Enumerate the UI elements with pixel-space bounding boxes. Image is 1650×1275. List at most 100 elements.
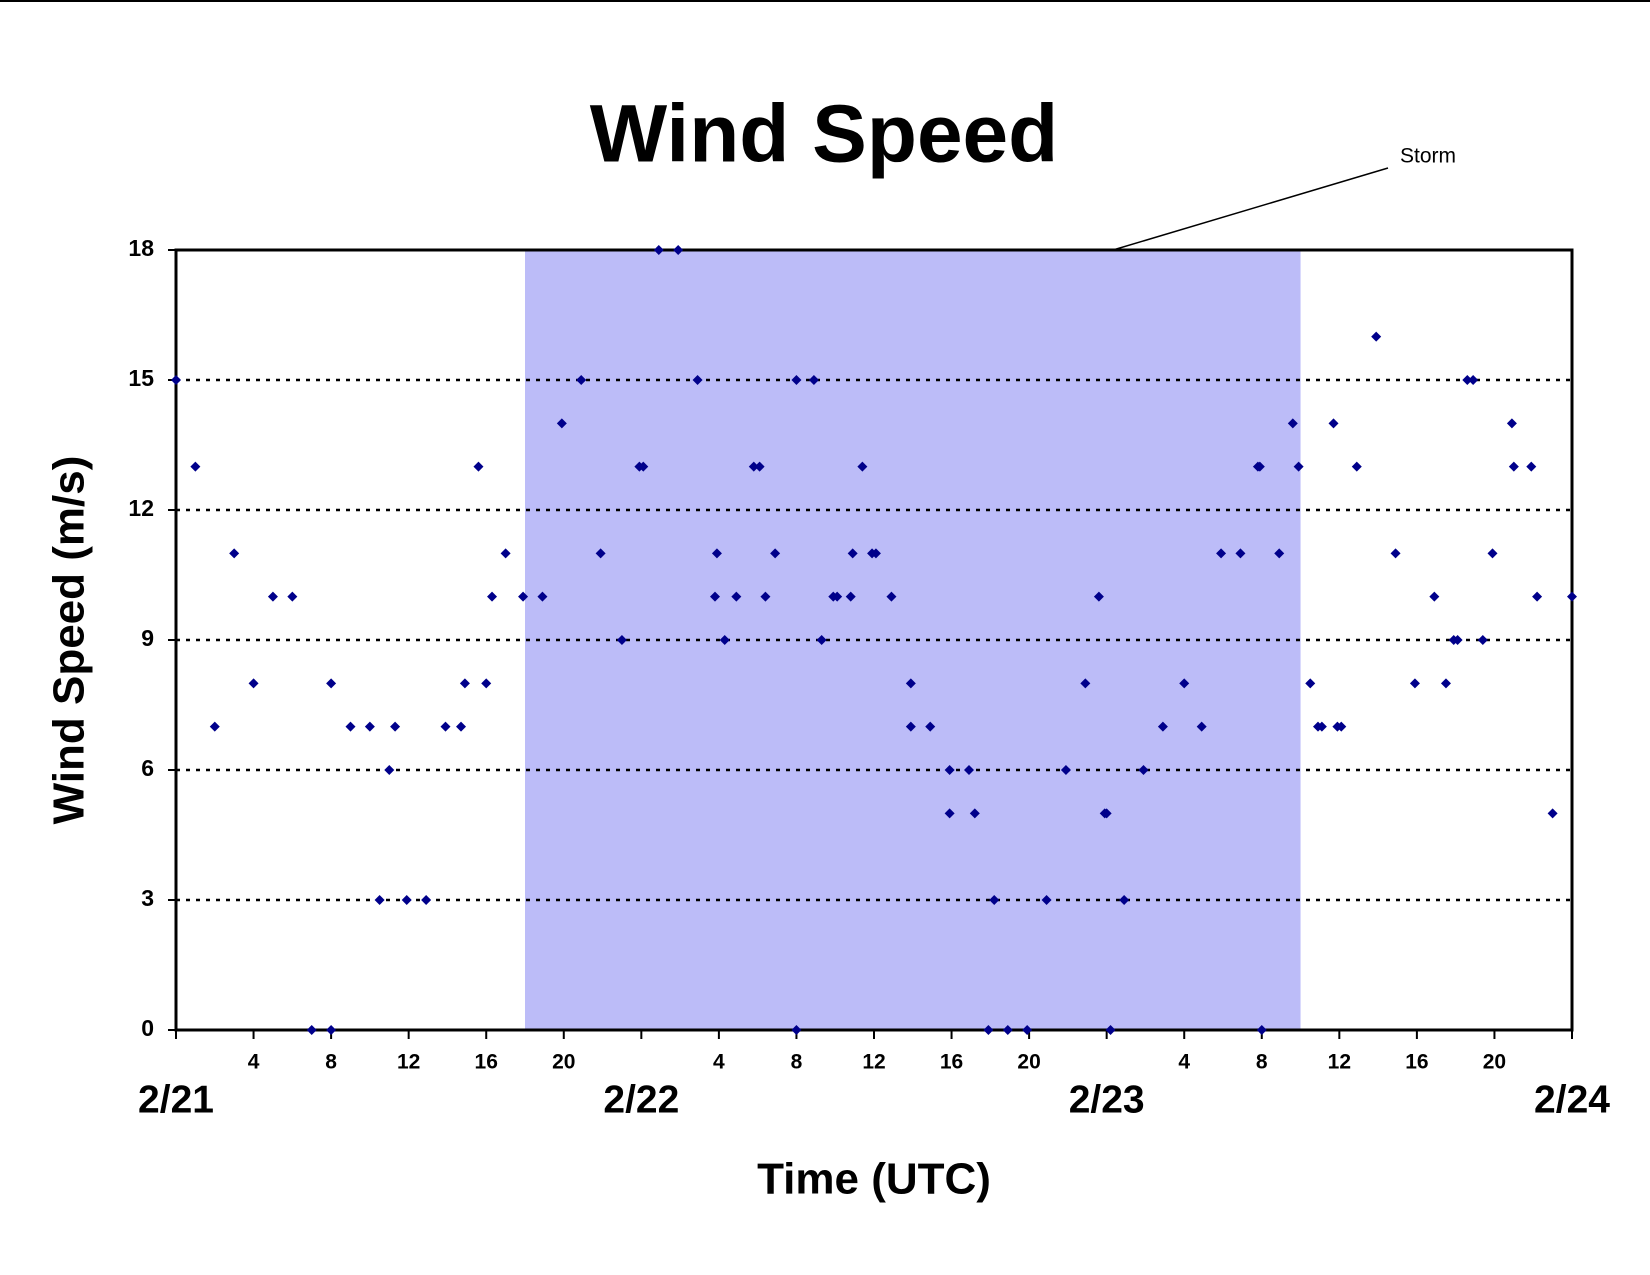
data-point bbox=[500, 548, 511, 559]
x-axis-label: Time (UTC) bbox=[757, 1155, 991, 1204]
data-point bbox=[1351, 461, 1362, 472]
data-point bbox=[1041, 895, 1052, 905]
y-axis-label: Wind Speed (m/s) bbox=[45, 456, 94, 825]
data-point bbox=[754, 461, 765, 472]
data-point bbox=[1235, 548, 1246, 559]
data-point bbox=[983, 1025, 994, 1035]
data-point bbox=[1138, 765, 1149, 775]
data-point bbox=[595, 548, 606, 559]
data-point bbox=[989, 895, 1000, 905]
y-tick-label: 15 bbox=[128, 365, 154, 391]
data-point bbox=[287, 591, 298, 602]
date-label: 2/22 bbox=[603, 1078, 679, 1121]
data-point bbox=[1022, 1025, 1033, 1035]
data-point bbox=[719, 635, 730, 645]
data-point bbox=[473, 461, 484, 472]
data-point bbox=[364, 721, 375, 732]
plot-frame bbox=[174, 248, 1574, 1032]
y-tick-label: 6 bbox=[141, 755, 154, 781]
data-point bbox=[326, 678, 337, 689]
data-point bbox=[576, 375, 587, 385]
data-point bbox=[1547, 808, 1558, 819]
data-point bbox=[760, 591, 771, 602]
data-point bbox=[1274, 548, 1285, 559]
data-point bbox=[556, 418, 567, 429]
data-point bbox=[808, 375, 819, 385]
data-point bbox=[964, 765, 975, 775]
data-point bbox=[1179, 678, 1190, 689]
data-point bbox=[326, 1025, 337, 1035]
data-point bbox=[1105, 1025, 1116, 1035]
data-point bbox=[731, 591, 742, 602]
data-point bbox=[870, 548, 881, 559]
data-point bbox=[616, 635, 627, 645]
x-tick-label: 20 bbox=[552, 1051, 575, 1074]
x-tick-label: 16 bbox=[940, 1051, 963, 1074]
data-point bbox=[1477, 635, 1488, 645]
data-point bbox=[384, 765, 395, 775]
data-point bbox=[537, 591, 548, 602]
data-point bbox=[711, 548, 722, 559]
data-point bbox=[1429, 591, 1440, 602]
y-tick-label: 3 bbox=[141, 885, 154, 911]
data-point bbox=[267, 591, 278, 602]
data-point bbox=[1254, 461, 1265, 472]
data-point bbox=[1506, 418, 1517, 429]
data-point bbox=[1532, 591, 1543, 602]
data-point bbox=[944, 765, 955, 775]
data-point bbox=[1216, 548, 1227, 559]
y-tick-label: 18 bbox=[128, 235, 154, 261]
date-label: 2/24 bbox=[1534, 1078, 1610, 1121]
data-point bbox=[770, 548, 781, 559]
data-point bbox=[791, 1025, 802, 1035]
data-point bbox=[440, 721, 451, 732]
x-tick-label: 4 bbox=[1178, 1051, 1190, 1074]
x-tick-label: 12 bbox=[862, 1051, 885, 1074]
data-point bbox=[1002, 1025, 1013, 1035]
data-point bbox=[1487, 548, 1498, 559]
x-tick-label: 16 bbox=[475, 1051, 498, 1074]
storm-label: Storm bbox=[1400, 145, 1456, 168]
chart-title: Wind Speed bbox=[590, 89, 1059, 180]
date-label: 2/23 bbox=[1069, 1078, 1145, 1121]
data-point bbox=[944, 808, 955, 819]
data-point bbox=[518, 591, 529, 602]
date-label: 2/21 bbox=[138, 1078, 214, 1121]
data-point bbox=[1371, 331, 1382, 342]
data-point bbox=[653, 245, 664, 255]
data-point bbox=[748, 461, 759, 472]
data-point bbox=[692, 375, 703, 385]
data-point bbox=[1256, 1025, 1267, 1035]
y-tick-label: 9 bbox=[141, 625, 154, 651]
data-point bbox=[190, 461, 201, 472]
data-point bbox=[1567, 591, 1577, 602]
data-point bbox=[791, 375, 802, 385]
data-point bbox=[1316, 721, 1327, 732]
x-tick-label: 16 bbox=[1405, 1051, 1428, 1074]
data-point bbox=[481, 678, 492, 689]
data-point bbox=[1452, 635, 1463, 645]
x-tick-label: 8 bbox=[325, 1051, 337, 1074]
data-point bbox=[905, 678, 916, 689]
data-point bbox=[459, 678, 470, 689]
data-point bbox=[1287, 418, 1298, 429]
data-point bbox=[1390, 548, 1401, 559]
x-tick-label: 12 bbox=[1328, 1051, 1351, 1074]
x-tick-label: 20 bbox=[1017, 1051, 1040, 1074]
data-point bbox=[1305, 678, 1316, 689]
data-point bbox=[487, 591, 498, 602]
data-point bbox=[374, 895, 385, 905]
data-point bbox=[638, 461, 649, 472]
data-point bbox=[1440, 678, 1451, 689]
data-point bbox=[229, 548, 240, 559]
y-tick-label: 0 bbox=[141, 1015, 154, 1041]
data-point bbox=[306, 1025, 317, 1035]
data-point bbox=[1119, 895, 1130, 905]
data-point bbox=[969, 808, 980, 819]
data-point bbox=[1093, 591, 1104, 602]
data-point bbox=[845, 591, 856, 602]
data-point bbox=[1080, 678, 1091, 689]
data-point bbox=[1328, 418, 1339, 429]
data-point bbox=[1468, 375, 1479, 385]
data-point bbox=[832, 591, 843, 602]
